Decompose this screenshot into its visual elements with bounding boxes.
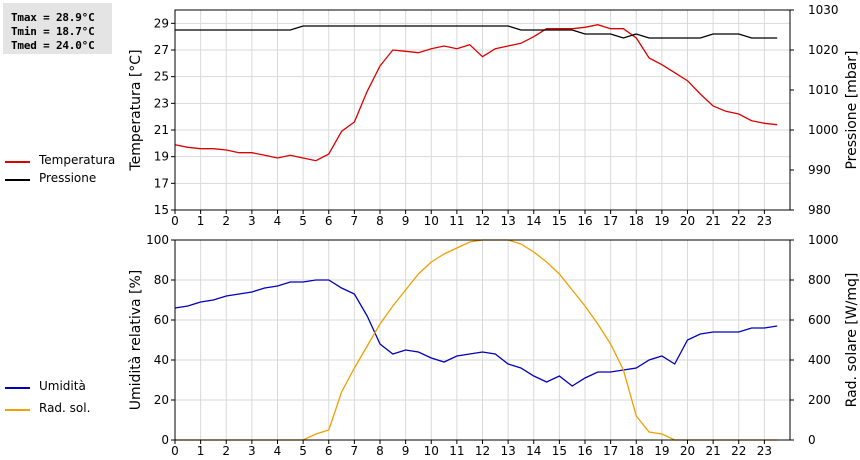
legend-swatch-umidita (5, 387, 30, 389)
x-tick-label: 3 (248, 444, 256, 458)
x-tick-label: 0 (171, 444, 179, 458)
x-tick-label: 4 (274, 444, 282, 458)
y-tick-label: 21 (154, 123, 169, 137)
x-tick-label: 21 (705, 214, 720, 228)
x-tick-label: 6 (325, 214, 333, 228)
x-tick-label: 14 (526, 444, 541, 458)
x-tick-label: 19 (654, 214, 669, 228)
legend-label-temperatura: Temperatura (39, 153, 116, 167)
y-tick-label: 19 (154, 150, 169, 164)
y-axis-title: Umidità relativa [%] (128, 270, 144, 411)
x-tick-label: 19 (654, 444, 669, 458)
y-tick-label: 20 (154, 393, 169, 407)
x-tick-label: 14 (526, 214, 541, 228)
x-tick-label: 11 (449, 444, 464, 458)
x-tick-label: 11 (449, 214, 464, 228)
y-tick-label: 25 (154, 70, 169, 84)
x-tick-label: 3 (248, 214, 256, 228)
series-line-temperatura (174, 24, 778, 162)
x-tick-label: 2 (222, 214, 230, 228)
tmed-text: Tmed = 24.0°C (11, 39, 95, 52)
tmin-text: Tmin = 18.7°C (11, 25, 95, 38)
x-tick-label: 1 (197, 444, 205, 458)
x-tick-label: 2 (222, 444, 230, 458)
x-tick-label: 12 (475, 444, 490, 458)
y2-axis-title: Rad. solare [W/mq] (844, 273, 860, 408)
y2-tick-label: 200 (808, 393, 831, 407)
x-tick-label: 8 (376, 444, 384, 458)
x-tick-label: 1 (197, 214, 205, 228)
x-tick-label: 23 (757, 214, 772, 228)
x-tick-label: 13 (500, 444, 515, 458)
y-tick-label: 100 (146, 233, 169, 247)
x-tick-label: 16 (577, 444, 592, 458)
legend-swatch-pressione (5, 179, 30, 181)
legend-swatch-temperatura (5, 161, 30, 163)
stats-box: Tmax = 28.9°C Tmin = 18.7°C Tmed = 24.0°… (3, 3, 112, 54)
x-tick-label: 23 (757, 444, 772, 458)
y-tick-label: 60 (154, 313, 169, 327)
x-tick-label: 13 (500, 214, 515, 228)
y2-tick-label: 980 (808, 203, 831, 217)
x-tick-label: 16 (577, 214, 592, 228)
y2-tick-label: 0 (808, 433, 816, 447)
legend-label-umidita: Umidità (39, 379, 86, 393)
x-tick-label: 9 (402, 214, 410, 228)
x-tick-label: 5 (299, 214, 307, 228)
y-axis-title: Temperatura [°C] (128, 49, 144, 171)
x-tick-label: 18 (629, 444, 644, 458)
x-tick-label: 18 (629, 214, 644, 228)
x-tick-label: 6 (325, 444, 333, 458)
x-tick-label: 10 (424, 214, 439, 228)
x-tick-label: 5 (299, 444, 307, 458)
series-line-umidit (174, 279, 778, 387)
y-tick-label: 27 (154, 43, 169, 57)
x-tick-label: 15 (552, 214, 567, 228)
legend-label-rad-sol: Rad. sol. (39, 401, 91, 415)
x-tick-label: 17 (603, 214, 618, 228)
x-tick-label: 22 (731, 444, 746, 458)
x-tick-label: 17 (603, 444, 618, 458)
x-tick-label: 8 (376, 214, 384, 228)
y2-axis-title: Pressione [mbar] (844, 50, 860, 169)
y-tick-label: 23 (154, 96, 169, 110)
x-tick-label: 12 (475, 214, 490, 228)
y2-tick-label: 800 (808, 273, 831, 287)
y2-tick-label: 600 (808, 313, 831, 327)
y-tick-label: 80 (154, 273, 169, 287)
x-tick-label: 7 (351, 444, 359, 458)
x-tick-label: 21 (705, 444, 720, 458)
x-tick-label: 7 (351, 214, 359, 228)
y2-tick-label: 1000 (808, 123, 839, 137)
legend-swatch-rad-sol (5, 409, 30, 411)
x-tick-label: 20 (680, 444, 695, 458)
x-tick-label: 9 (402, 444, 410, 458)
x-tick-label: 4 (274, 214, 282, 228)
y-tick-label: 0 (161, 433, 169, 447)
x-tick-label: 0 (171, 214, 179, 228)
y2-tick-label: 990 (808, 163, 831, 177)
y-tick-label: 40 (154, 353, 169, 367)
x-tick-label: 15 (552, 444, 567, 458)
y2-tick-label: 1000 (808, 233, 839, 247)
y2-tick-label: 1030 (808, 3, 839, 17)
y2-tick-label: 400 (808, 353, 831, 367)
x-tick-label: 20 (680, 214, 695, 228)
tmax-text: Tmax = 28.9°C (11, 11, 95, 24)
series-line-pressione (175, 25, 778, 39)
y-tick-label: 29 (154, 16, 169, 30)
legend-label-pressione: Pressione (39, 171, 97, 185)
y-tick-label: 15 (154, 203, 169, 217)
x-tick-label: 10 (424, 444, 439, 458)
y2-tick-label: 1020 (808, 43, 839, 57)
y-tick-label: 17 (154, 176, 169, 190)
y2-tick-label: 1010 (808, 83, 839, 97)
x-tick-label: 22 (731, 214, 746, 228)
